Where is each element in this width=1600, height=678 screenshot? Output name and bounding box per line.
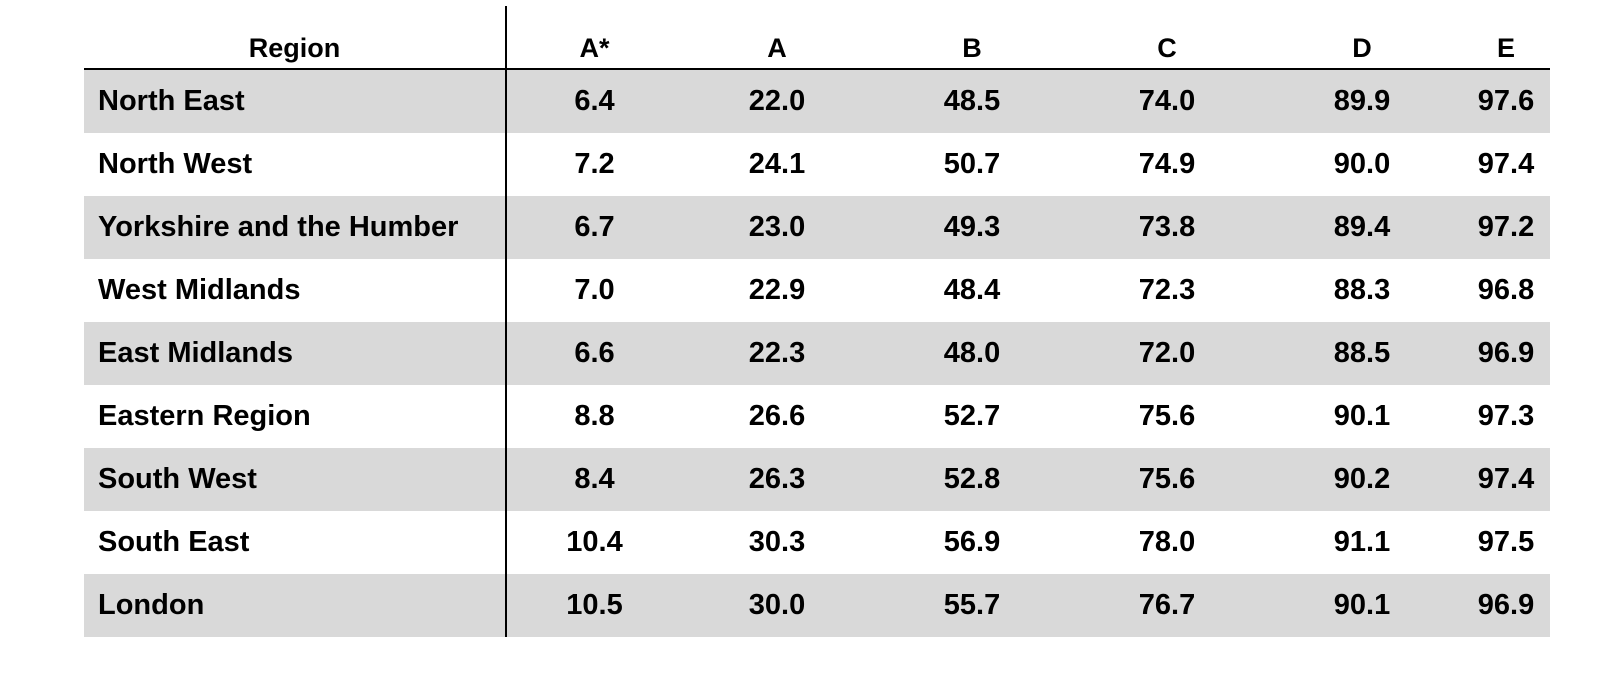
value-cell: 7.2 [574,148,615,180]
region-cell: West Midlands [84,259,507,322]
region-cell: Eastern Region [84,385,507,448]
table-grid: Region A* A B C D E North East 6.4 22.0 48.… [84,6,1550,637]
header-d: D [1262,6,1462,70]
value-cell: 52.7 [943,400,1001,432]
value-cell: 26.3 [682,448,872,511]
value-cell: 26.6 [748,400,806,432]
value-cell: 56.9 [943,526,1001,558]
value-cell: 48.5 [872,70,1072,133]
value-cell: 97.6 [1462,70,1550,133]
value-cell: 50.7 [943,148,1001,180]
value-cell: 72.3 [1138,274,1196,306]
value-cell: 6.6 [507,322,682,385]
region-cell: London [84,574,507,637]
value-cell: 89.4 [1262,196,1462,259]
header-e: E [1462,6,1550,70]
value-cell: 91.1 [1333,526,1391,558]
value-cell: 97.5 [1477,526,1535,558]
value-cell: 90.0 [1333,148,1391,180]
header-c: C [1072,6,1262,70]
value-cell: 48.0 [872,322,1072,385]
header-region: Region [84,6,507,70]
region-cell: North West [84,133,507,196]
value-cell: 75.6 [1138,400,1196,432]
value-cell: 22.9 [748,274,806,306]
value-cell: 8.4 [507,448,682,511]
value-cell: 88.5 [1262,322,1462,385]
value-cell: 30.3 [748,526,806,558]
value-cell: 76.7 [1072,574,1262,637]
value-cell: 22.0 [682,70,872,133]
header-a-star: A* [507,6,682,70]
value-cell: 97.2 [1462,196,1550,259]
region-cell: East Midlands [84,322,507,385]
value-cell: 90.2 [1262,448,1462,511]
value-cell: 90.1 [1333,400,1391,432]
value-cell: 90.1 [1262,574,1462,637]
value-cell: 96.9 [1462,322,1550,385]
value-cell: 23.0 [682,196,872,259]
value-cell: 97.4 [1462,448,1550,511]
region-cell: South West [84,448,507,511]
value-cell: 97.4 [1477,148,1535,180]
region-cell: South East [84,511,507,574]
value-cell: 75.6 [1072,448,1262,511]
value-cell: 72.0 [1072,322,1262,385]
value-cell: 10.4 [566,526,623,558]
value-cell: 55.7 [872,574,1072,637]
value-cell: 8.8 [574,400,615,432]
header-b: B [872,6,1072,70]
value-cell: 74.0 [1072,70,1262,133]
region-cell: Yorkshire and the Humber [84,196,507,259]
value-cell: 7.0 [574,274,615,306]
value-cell: 73.8 [1072,196,1262,259]
value-cell: 6.4 [507,70,682,133]
value-cell: 22.3 [682,322,872,385]
value-cell: 89.9 [1262,70,1462,133]
value-cell: 48.4 [943,274,1001,306]
value-cell: 88.3 [1333,274,1391,306]
region-cell: North East [84,70,507,133]
value-cell: 49.3 [872,196,1072,259]
value-cell: 52.8 [872,448,1072,511]
value-cell: 10.5 [507,574,682,637]
value-cell: 96.8 [1477,274,1535,306]
grades-table: Region A* A B C D E North East 6.4 22.0 48.… [84,6,1550,637]
value-cell: 74.9 [1138,148,1196,180]
value-cell: 6.7 [507,196,682,259]
value-cell: 96.9 [1462,574,1550,637]
value-cell: 30.0 [682,574,872,637]
value-cell: 97.3 [1477,400,1535,432]
header-a: A [682,6,872,70]
value-cell: 24.1 [748,148,806,180]
value-cell: 78.0 [1138,526,1196,558]
